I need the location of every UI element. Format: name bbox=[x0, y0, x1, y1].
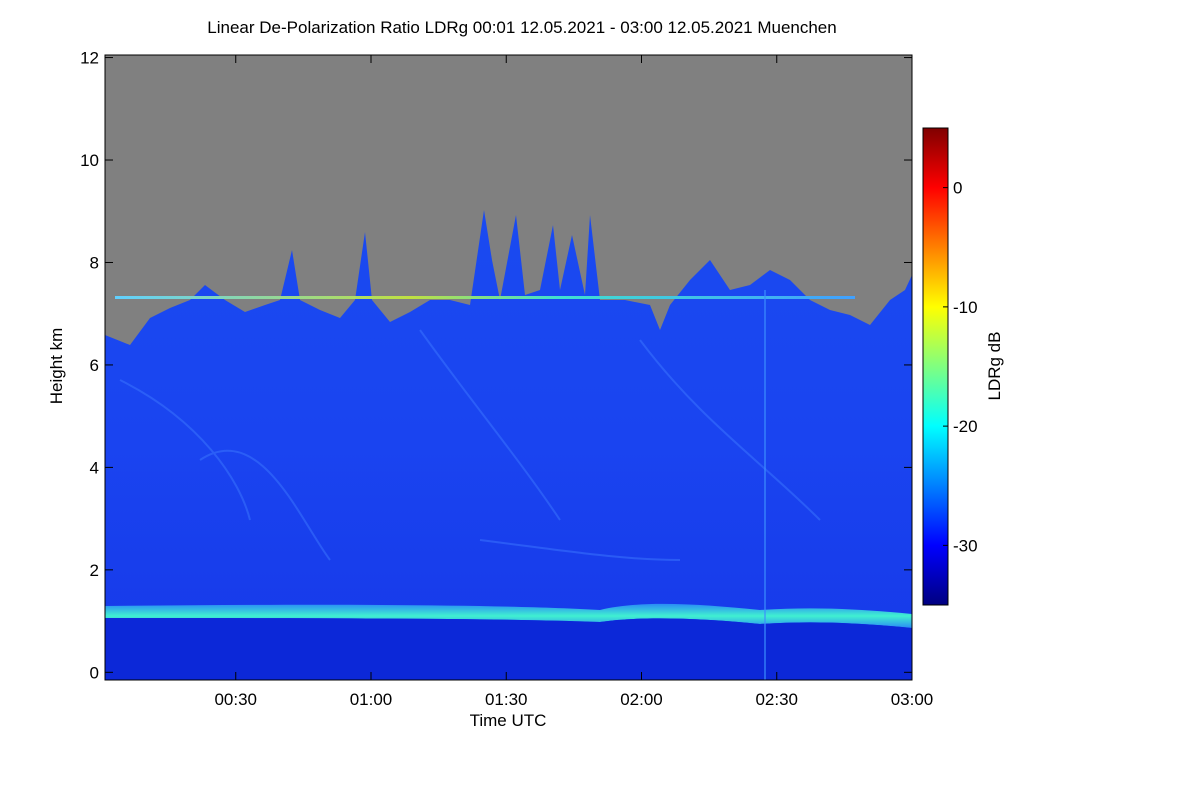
colorbar-tick-label: -20 bbox=[953, 417, 978, 436]
y-tick-label: 6 bbox=[90, 356, 99, 375]
colorbar-tick-label: -30 bbox=[953, 536, 978, 555]
x-tick-label: 02:00 bbox=[620, 690, 663, 709]
y-tick-label: 0 bbox=[90, 663, 99, 682]
x-tick-label: 01:30 bbox=[485, 690, 528, 709]
plot-frame bbox=[104, 54, 913, 681]
y-tick-label: 2 bbox=[90, 561, 99, 580]
y-tick-label: 8 bbox=[90, 253, 99, 272]
colorbar-label: LDRg dB bbox=[985, 332, 1004, 401]
x-tick-label: 01:00 bbox=[350, 690, 393, 709]
y-tick-label: 12 bbox=[80, 49, 99, 68]
y-tick-label: 4 bbox=[90, 458, 99, 477]
y-axis-label: Height km bbox=[47, 328, 66, 405]
x-axis-label: Time UTC bbox=[470, 711, 547, 730]
colorbar-tick-label: 0 bbox=[953, 179, 962, 198]
colorbar-tick-label: -10 bbox=[953, 298, 978, 317]
colorbar bbox=[922, 127, 949, 606]
y-tick-label: 10 bbox=[80, 151, 99, 170]
chart-title: Linear De-Polarization Ratio LDRg 00:01 … bbox=[207, 18, 836, 37]
x-tick-label: 02:30 bbox=[755, 690, 798, 709]
x-tick-label: 00:30 bbox=[214, 690, 257, 709]
x-tick-label: 03:00 bbox=[891, 690, 934, 709]
heatmap-field bbox=[105, 55, 912, 680]
